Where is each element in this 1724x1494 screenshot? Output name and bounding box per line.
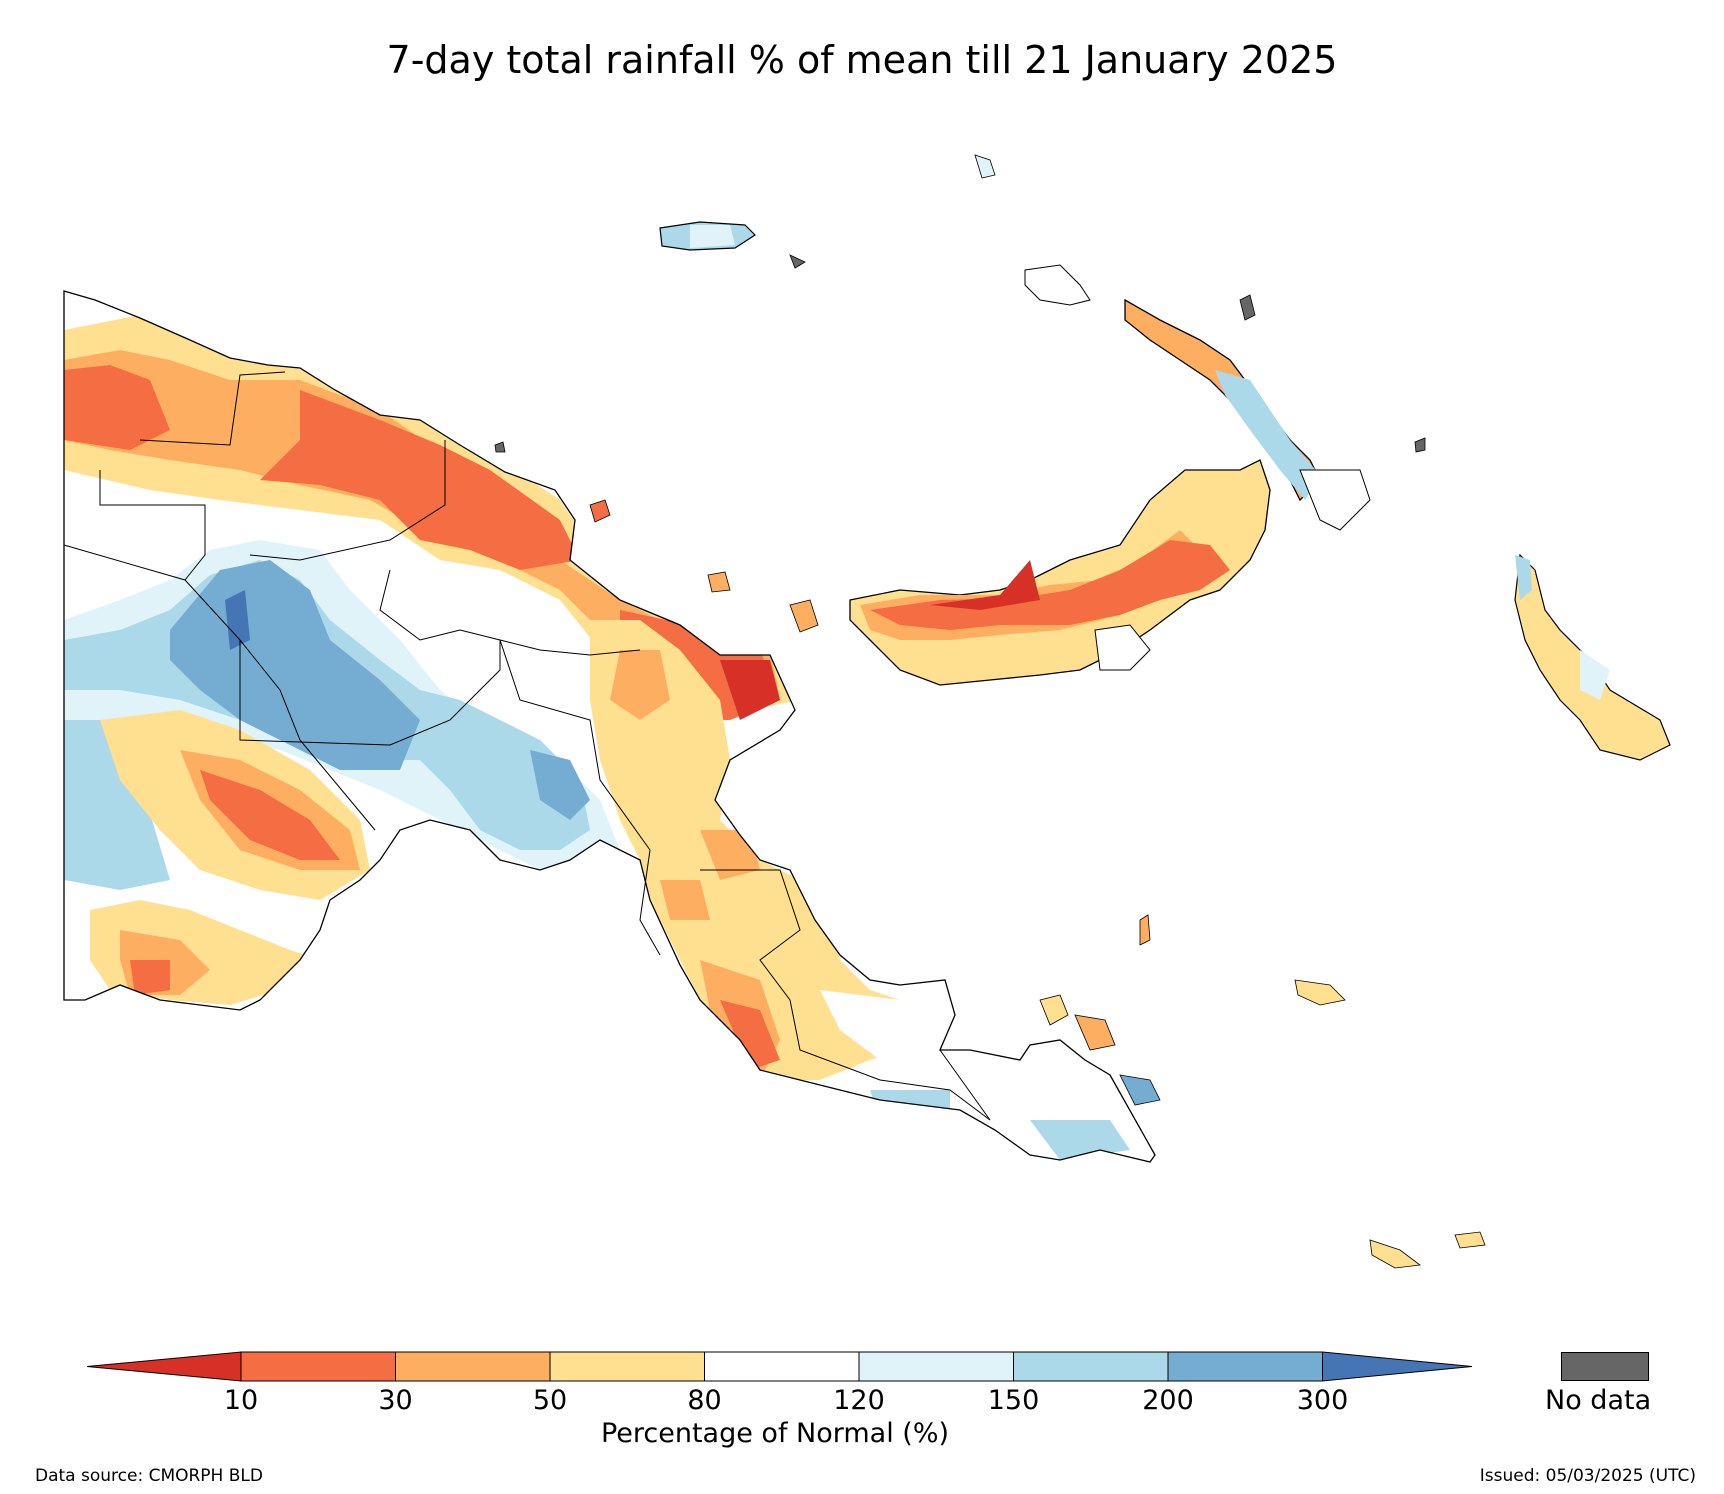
map-title: 7-day total rainfall % of mean till 21 J… bbox=[386, 38, 1338, 82]
colorbar-tick-label: 150 bbox=[987, 1385, 1040, 1416]
colorbar-tick-label: 30 bbox=[378, 1385, 413, 1416]
colorbar-tick-label: 300 bbox=[1296, 1385, 1349, 1416]
colorbar-tick-label: 80 bbox=[687, 1385, 722, 1416]
colorbar-bin bbox=[86, 1351, 242, 1382]
colorbar-bin bbox=[1167, 1351, 1323, 1382]
colorbar-bin bbox=[704, 1351, 860, 1382]
colorbar-tick-label: 10 bbox=[223, 1385, 259, 1416]
colorbar-bin bbox=[858, 1351, 1014, 1382]
colorbar-bin bbox=[395, 1351, 551, 1382]
issued-date: Issued: 05/03/2025 (UTC) bbox=[1479, 1466, 1696, 1486]
colorbar-bin bbox=[1322, 1351, 1473, 1382]
data-source: Data source: CMORPH BLD bbox=[35, 1466, 263, 1486]
colorbar-tick-label: 200 bbox=[1142, 1385, 1194, 1416]
rainfall-map bbox=[63, 154, 1671, 1269]
nodata-label: No data bbox=[1545, 1385, 1652, 1416]
colorbar-bin bbox=[1013, 1351, 1169, 1382]
nodata-swatch bbox=[1561, 1352, 1649, 1381]
colorbar-tick-label: 50 bbox=[532, 1385, 568, 1416]
colorbar-bin bbox=[240, 1351, 396, 1382]
colorbar-bin bbox=[549, 1351, 705, 1382]
colorbar-label: Percentage of Normal (%) bbox=[600, 1418, 950, 1449]
colorbar-tick-label: 120 bbox=[833, 1385, 885, 1416]
